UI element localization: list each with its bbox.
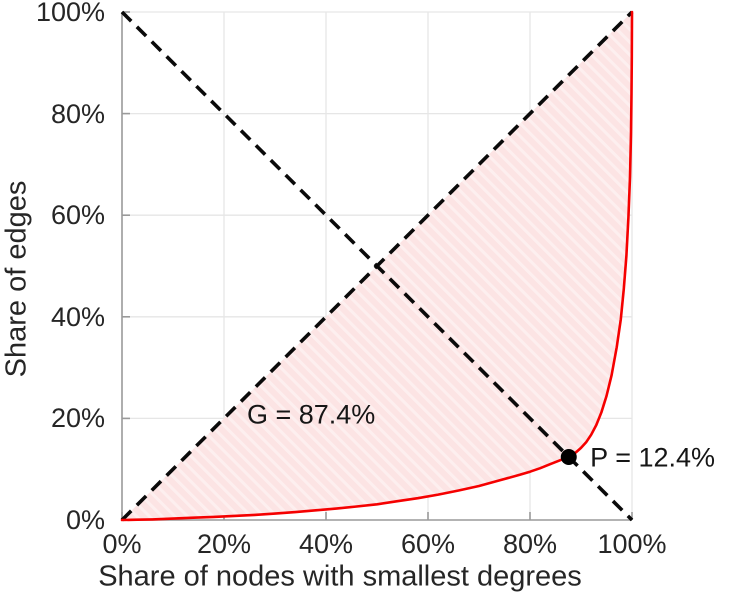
- y-tick-label: 60%: [50, 200, 105, 231]
- lorenz-line: [120, 10, 634, 522]
- y-tick-label: 0%: [65, 505, 105, 535]
- y-tick-label: 40%: [50, 301, 105, 332]
- intersection-dot: [560, 449, 577, 466]
- p-annotation: P = 12.4%: [590, 442, 716, 473]
- x-axis-title: Share of nodes with smallest degrees: [98, 560, 582, 593]
- x-tick-label: 40%: [298, 529, 354, 559]
- gini-annotation: G = 87.4%: [246, 399, 376, 430]
- x-tick-label: 0%: [102, 529, 142, 559]
- y-axis-title: Share of edges: [0, 180, 33, 378]
- x-tick-label: 100%: [597, 529, 667, 559]
- y-tick-label: 100%: [35, 0, 105, 27]
- x-tick-label: 80%: [502, 529, 558, 559]
- x-tick-label: 20%: [196, 529, 252, 559]
- anti-diagonal: [120, 10, 634, 522]
- y-tick-label: 80%: [50, 98, 105, 129]
- x-tick-label: 60%: [400, 529, 456, 559]
- intersection-point: [560, 449, 577, 466]
- y-tick-label: 20%: [50, 403, 105, 434]
- lorenz-curve-path: [120, 10, 634, 522]
- dashed-lines: [120, 10, 634, 522]
